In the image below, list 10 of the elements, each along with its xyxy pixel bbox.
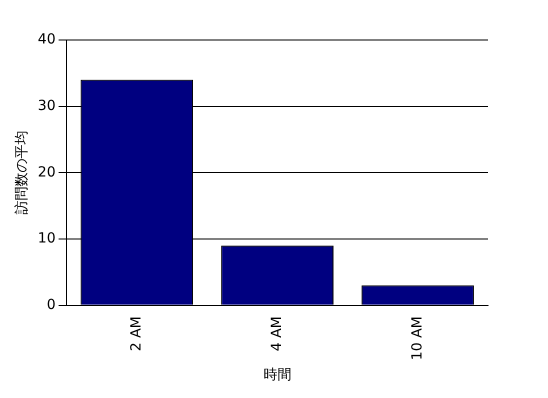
x-tick-label: 10 AM bbox=[409, 316, 426, 360]
y-tick-label: 30 bbox=[38, 98, 56, 114]
y-tick-label: 0 bbox=[46, 296, 56, 313]
y-tick-label: 40 bbox=[38, 32, 56, 48]
x-tick-label: 4 AM bbox=[268, 316, 285, 352]
y-tick-label: 10 bbox=[38, 230, 56, 247]
x-axis-title: 時間 bbox=[263, 367, 292, 384]
y-tick-label: 20 bbox=[38, 164, 56, 180]
x-tick-label: 2 AM bbox=[128, 316, 144, 352]
y-axis-title: 訪問数の平均 bbox=[14, 130, 30, 215]
